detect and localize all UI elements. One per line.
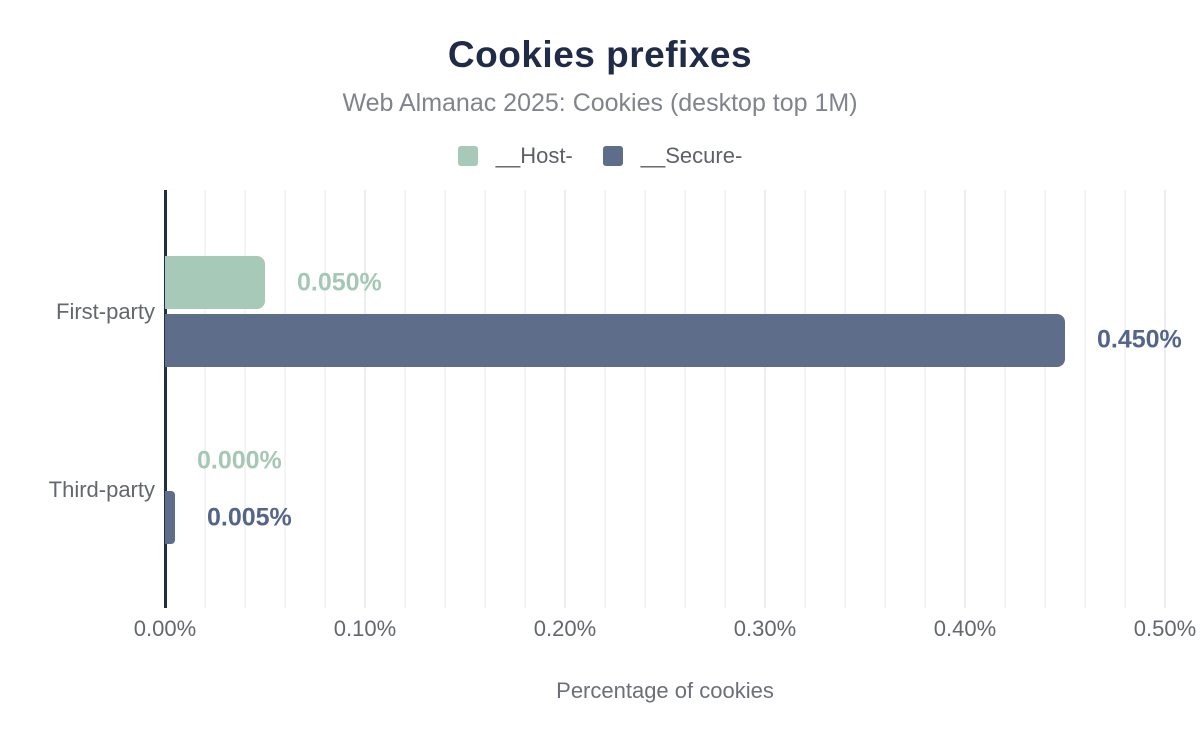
gridline-major	[964, 190, 966, 608]
plot-area: 0.050% 0.450% 0.000% 0.005%	[164, 190, 1182, 608]
x-axis-ticks: 0.00% 0.10% 0.20% 0.30% 0.40% 0.50%	[134, 616, 1196, 646]
gridline-minor	[484, 190, 486, 608]
gridline-minor	[244, 190, 246, 608]
x-tick-0: 0.00%	[133, 616, 197, 641]
bar-first-party-host[interactable]	[165, 256, 265, 309]
gridline-major	[564, 190, 566, 608]
value-label-third-party-host: 0.000%	[197, 446, 282, 475]
gridline-minor	[804, 190, 806, 608]
x-tick-5: 0.50%	[1133, 616, 1197, 641]
gridline-major	[1164, 190, 1166, 608]
legend-item-secure: __Secure-	[602, 143, 743, 169]
gridline-minor	[284, 190, 286, 608]
chart-subtitle: Web Almanac 2025: Cookies (desktop top 1…	[342, 89, 858, 117]
legend-item-host: __Host-	[457, 143, 573, 169]
gridline-minor	[644, 190, 646, 608]
bar-third-party-secure[interactable]	[165, 491, 175, 544]
gridline-major	[764, 190, 766, 608]
legend-swatch-secure	[602, 146, 623, 166]
gridline-minor	[604, 190, 606, 608]
gridline-minor	[1124, 190, 1126, 608]
chart-title: Cookies prefixes	[447, 34, 753, 75]
bar-first-party-secure[interactable]	[165, 314, 1065, 367]
value-label-first-party-secure: 0.450%	[1097, 325, 1182, 354]
y-axis-line	[164, 190, 167, 608]
legend-swatch-host	[457, 146, 478, 166]
legend-label-host: __Host-	[495, 143, 573, 168]
gridline-minor	[884, 190, 886, 608]
legend-label-secure: __Secure-	[640, 143, 743, 168]
gridline-minor	[724, 190, 726, 608]
x-tick-3: 0.30%	[733, 616, 797, 641]
gridline-minor	[844, 190, 846, 608]
gridline-minor	[1044, 190, 1046, 608]
gridline-minor	[444, 190, 446, 608]
category-label-first-party: First-party	[56, 299, 155, 324]
value-label-first-party-host: 0.050%	[297, 268, 382, 297]
x-axis-title: Percentage of cookies	[556, 678, 774, 703]
gridline-minor	[204, 190, 206, 608]
gridline-minor	[404, 190, 406, 608]
gridline-minor	[1084, 190, 1086, 608]
category-label-third-party: Third-party	[48, 477, 155, 502]
gridline-minor	[324, 190, 326, 608]
gridline-major	[364, 190, 366, 608]
gridline-minor	[684, 190, 686, 608]
x-tick-1: 0.10%	[333, 616, 397, 641]
gridline-minor	[524, 190, 526, 608]
value-label-third-party-secure: 0.005%	[207, 503, 292, 532]
x-tick-2: 0.20%	[533, 616, 597, 641]
legend: __Host- __Secure-	[0, 143, 1200, 169]
gridline-minor	[1004, 190, 1006, 608]
x-tick-4: 0.40%	[933, 616, 997, 641]
gridline-minor	[924, 190, 926, 608]
